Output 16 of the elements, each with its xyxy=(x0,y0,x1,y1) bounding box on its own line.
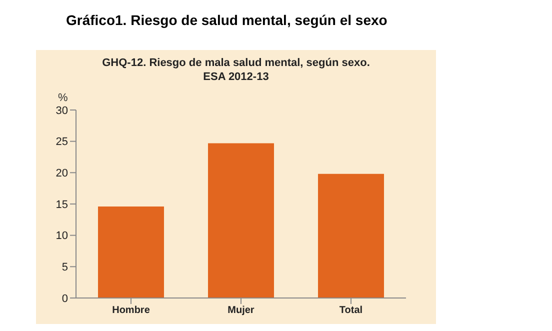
bar xyxy=(208,143,274,298)
bar xyxy=(318,174,384,298)
chart-subtitle: GHQ-12. Riesgo de mala salud mental, según sexo. ESA 2012-13 xyxy=(101,56,371,84)
y-tick-label: 10 xyxy=(56,230,68,242)
y-tick-label: 25 xyxy=(56,136,68,148)
x-tick-label: Hombre xyxy=(112,305,150,316)
y-tick-label: 0 xyxy=(62,292,68,305)
chart-title: Gráfico1. Riesgo de salud mental, según el sexo xyxy=(66,12,388,28)
x-tick-label: Mujer xyxy=(228,305,254,316)
y-tick-label: 30 xyxy=(56,104,68,117)
y-tick-label: 20 xyxy=(56,168,68,180)
y-tick-label: 5 xyxy=(62,262,68,274)
y-tick-label: 15 xyxy=(56,198,68,211)
bar xyxy=(98,206,164,298)
x-tick-label: Total xyxy=(339,305,363,316)
y-axis-title: % xyxy=(58,92,68,104)
